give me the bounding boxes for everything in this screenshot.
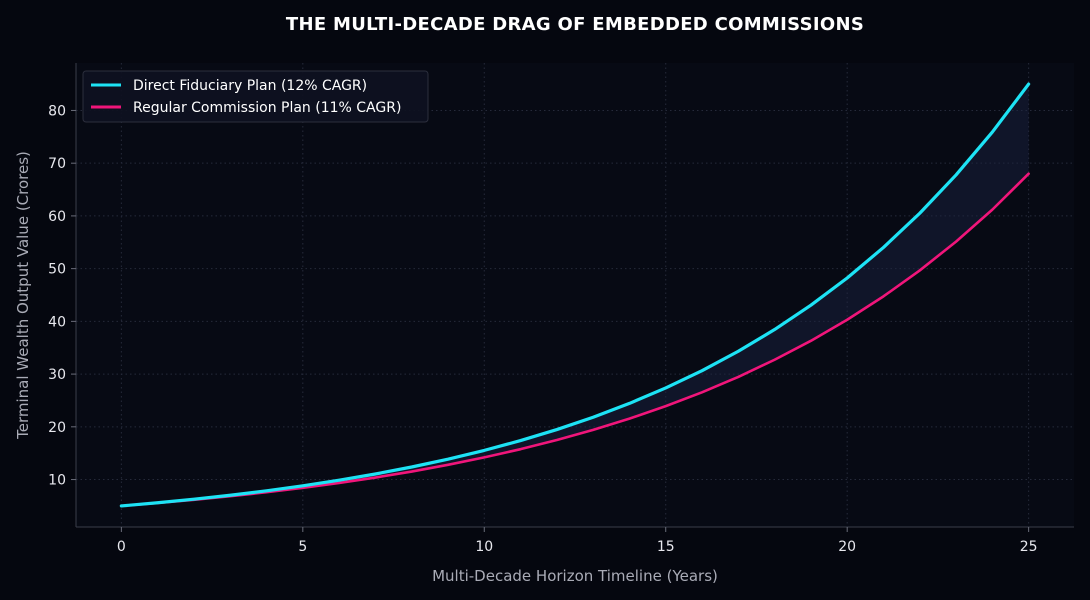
- y-axis-ticks: 10 20 30 40 50 60 70 80: [48, 103, 76, 489]
- chart-title: THE MULTI-DECADE DRAG OF EMBEDDED COMMIS…: [286, 14, 864, 35]
- y-tick-label: 40: [48, 314, 66, 330]
- legend-label-direct: Direct Fiduciary Plan (12% CAGR): [133, 78, 367, 94]
- x-tick-label: 10: [475, 539, 493, 555]
- y-tick-label: 20: [48, 420, 66, 436]
- series-line-0: [119, 82, 1031, 508]
- x-axis-ticks: 0 5 10 15 20 25: [117, 527, 1038, 555]
- y-tick-label: 10: [48, 473, 66, 489]
- x-axis-label: Multi-Decade Horizon Timeline (Years): [432, 567, 718, 585]
- x-tick-label: 25: [1020, 539, 1038, 555]
- legend-box: [82, 70, 429, 123]
- x-tick-label: 5: [298, 539, 307, 555]
- x-tick-label: 15: [657, 539, 675, 555]
- legend-label-regular: Regular Commission Plan (11% CAGR): [133, 100, 401, 116]
- y-tick-label: 30: [48, 367, 66, 383]
- legend: Direct Fiduciary Plan (12% CAGR) Regular…: [82, 70, 429, 123]
- grid-lines: [76, 63, 1074, 527]
- y-tick-label: 80: [48, 103, 66, 119]
- y-tick-label: 70: [48, 156, 66, 172]
- y-axis-label: Terminal Wealth Output Value (Crores): [14, 151, 32, 440]
- y-tick-label: 50: [48, 262, 66, 278]
- plot-area: [76, 63, 1074, 527]
- x-tick-label: 0: [117, 539, 126, 555]
- x-tick-label: 20: [838, 539, 856, 555]
- wealth-gap-fill: [121, 84, 1029, 506]
- series-lines: [119, 82, 1031, 508]
- y-tick-label: 60: [48, 209, 66, 225]
